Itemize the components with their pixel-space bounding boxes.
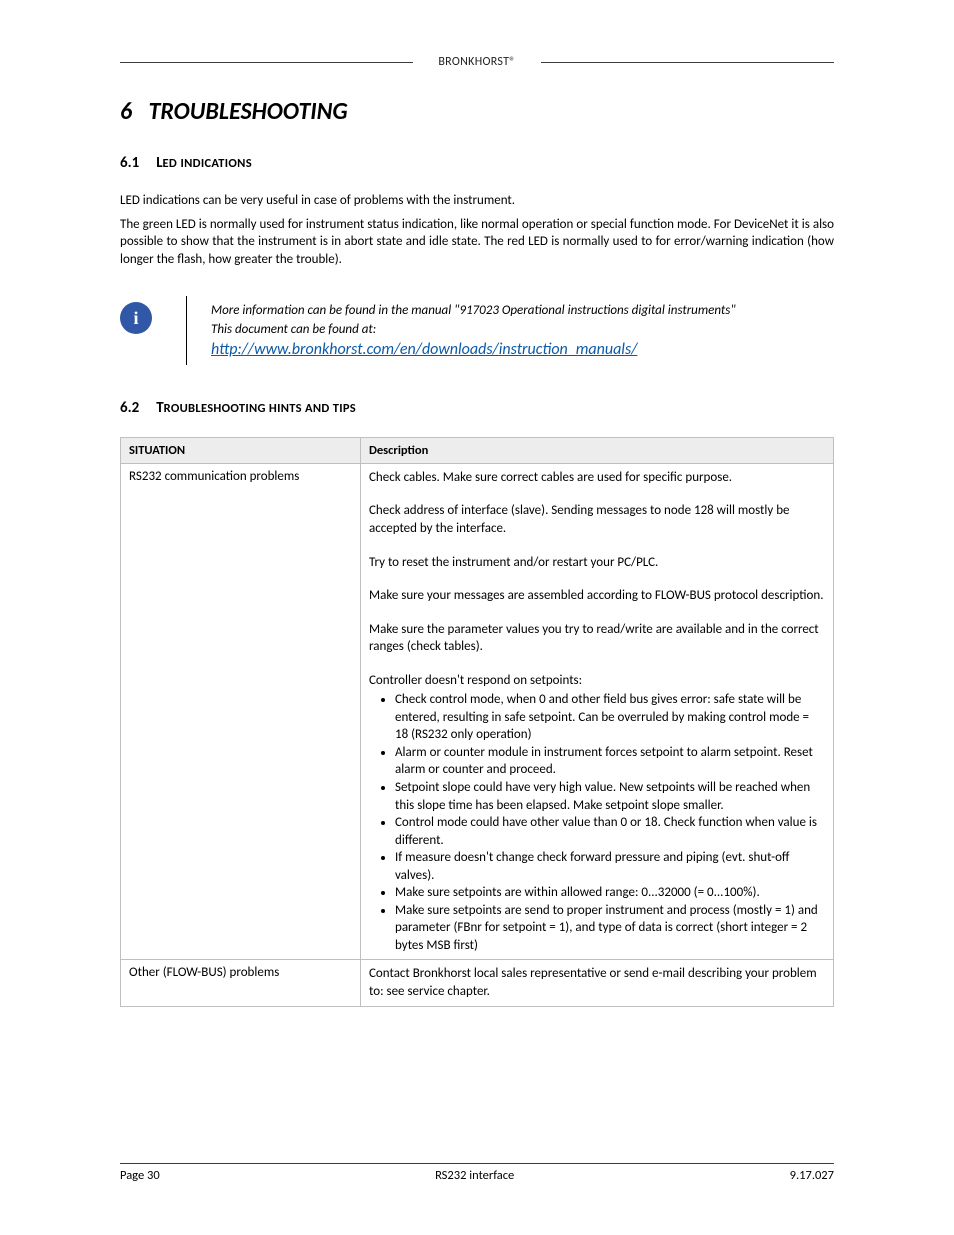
list-item: If measure doesn't change check forward … [395,849,825,884]
footer-page: Page 30 [120,1168,160,1183]
manual-link[interactable]: http://www.bronkhorst.com/en/downloads/i… [211,340,637,359]
section-name-big: T [156,399,163,417]
info-icon: i [120,302,152,334]
note-content: More information can be found in the man… [186,296,736,365]
desc-paragraph: Make sure your messages are assembled ac… [369,587,825,605]
section-name-small: ROUBLESHOOTING HINTS AND TIPS [164,401,356,416]
info-note: i More information can be found in the m… [120,296,834,365]
note-line: This document can be found at: [211,321,736,340]
list-item: Make sure setpoints are within allowed r… [395,884,825,902]
chapter-number: 6 [120,97,132,126]
section-name-small: INDICATIONS [181,156,252,171]
section-name-big: LED [156,154,177,172]
col-header-description: Description [361,437,834,463]
table-row: Other (FLOW-BUS) problems Contact Bronkh… [121,960,834,1006]
desc-paragraph: Try to reset the instrument and/or resta… [369,554,825,572]
footer-rule [120,1163,834,1164]
chapter-name: TROUBLESHOOTING [148,97,347,126]
section-6-2-title: 6.2 TROUBLESHOOTING HINTS AND TIPS [120,399,834,417]
desc-paragraph: Make sure the parameter values you try t… [369,621,825,656]
desc-list: Check control mode, when 0 and other fie… [369,691,825,954]
desc-paragraph: Check address of interface (slave). Send… [369,502,825,537]
list-item: Setpoint slope could have very high valu… [395,779,825,814]
section-number: 6.2 [120,399,139,417]
description-cell: Contact Bronkhorst local sales represent… [361,960,834,1006]
troubleshooting-table: SITUATION Description RS232 communicatio… [120,437,834,1007]
desc-lead: Controller doesn't respond on setpoints: [369,672,825,690]
table-row: RS232 communication problems Check cable… [121,463,834,960]
footer-center: RS232 interface [435,1168,514,1183]
desc-paragraph: Check cables. Make sure correct cables a… [369,469,825,487]
chapter-title: 6 TROUBLESHOOTING [120,97,834,126]
list-item: Make sure setpoints are send to proper i… [395,902,825,955]
footer-right: 9.17.027 [790,1168,834,1183]
desc-list-block: Controller doesn't respond on setpoints:… [369,672,825,955]
brand-name: BRONKHORST® [438,55,515,69]
section-number: 6.1 [120,154,139,172]
header-rule-left [120,62,413,63]
paragraph: The green LED is normally used for instr… [120,216,834,269]
situation-cell: RS232 communication problems [121,463,361,960]
desc-paragraph: Contact Bronkhorst local sales represent… [369,965,825,1000]
col-header-situation: SITUATION [121,437,361,463]
section-6-1-title: 6.1 LED INDICATIONS [120,154,834,172]
list-item: Control mode could have other value than… [395,814,825,849]
situation-cell: Other (FLOW-BUS) problems [121,960,361,1006]
page-footer: Page 30 RS232 interface 9.17.027 [120,1163,834,1183]
note-line: More information can be found in the man… [211,302,736,321]
header-rule-right [541,62,834,63]
description-cell: Check cables. Make sure correct cables a… [361,463,834,960]
list-item: Check control mode, when 0 and other fie… [395,691,825,744]
page-header: BRONKHORST® [120,55,834,69]
paragraph: LED indications can be very useful in ca… [120,192,834,210]
list-item: Alarm or counter module in instrument fo… [395,744,825,779]
